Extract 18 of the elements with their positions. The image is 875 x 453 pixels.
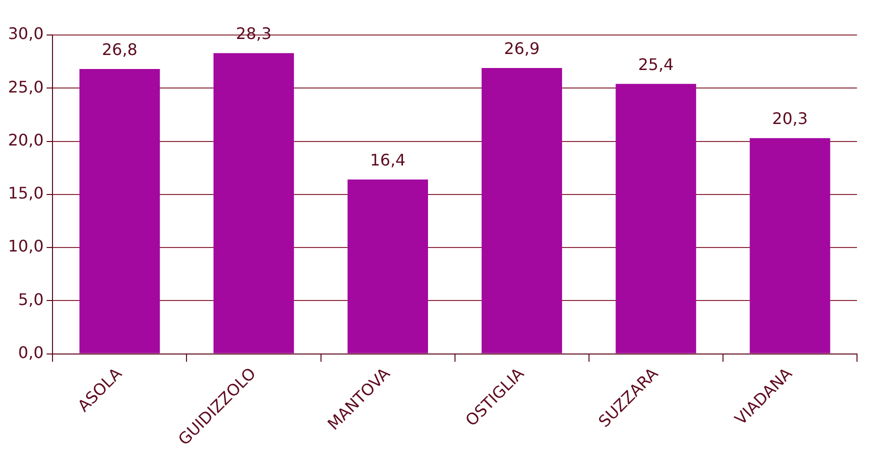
- data-label: 25,4: [638, 55, 674, 74]
- bar: [79, 69, 160, 354]
- y-tick-label: 10,0: [8, 236, 44, 256]
- bar: [482, 68, 562, 354]
- data-label: 26,9: [504, 39, 540, 58]
- bar: [616, 84, 696, 354]
- y-tick-label: 15,0: [8, 184, 44, 203]
- data-label: 16,4: [370, 150, 406, 170]
- y-tick-label: 0,0: [18, 342, 44, 362]
- y-tick-label: 5,0: [18, 290, 44, 309]
- y-tick-label: 25,0: [8, 77, 44, 96]
- data-label: 26,8: [102, 40, 138, 60]
- bar: [214, 53, 294, 354]
- bar: [348, 180, 428, 354]
- y-tick-label: 20,0: [8, 130, 44, 150]
- y-tick-label: 30,0: [8, 24, 44, 44]
- data-label: 20,3: [772, 109, 808, 128]
- bar: [750, 138, 830, 354]
